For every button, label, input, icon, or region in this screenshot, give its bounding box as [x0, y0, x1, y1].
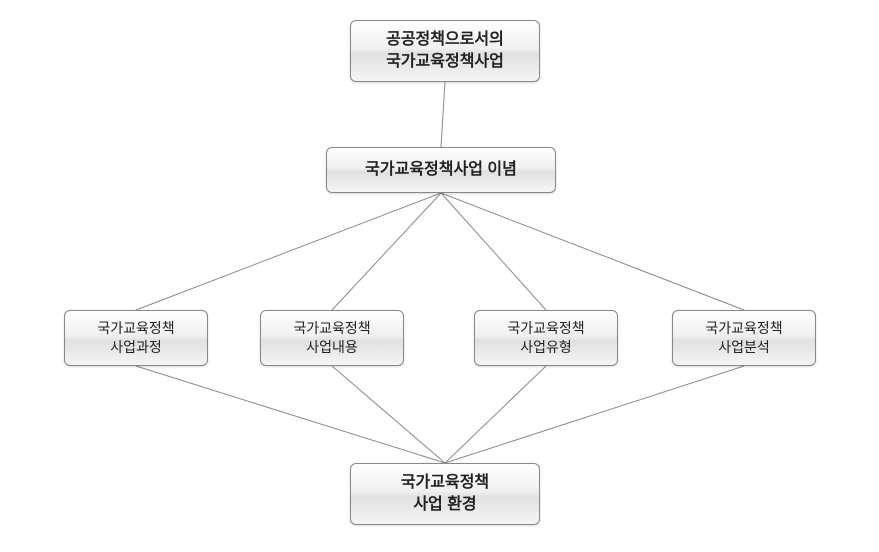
edge-mid-c2 — [332, 193, 441, 310]
hierarchy-diagram: 공공정책으로서의 국가교육정책사업국가교육정책사업 이념국가교육정책 사업과정국… — [0, 0, 879, 552]
node-bottom: 국가교육정책 사업 환경 — [350, 463, 540, 525]
node-mid: 국가교육정책사업 이념 — [326, 147, 556, 193]
node-c1: 국가교육정책 사업과정 — [64, 310, 208, 366]
edge-c3-bottom — [445, 366, 546, 463]
node-label: 공공정책으로서의 국가교육정책사업 — [378, 25, 512, 76]
edge-c1-bottom — [136, 366, 445, 463]
node-c2: 국가교육정책 사업내용 — [260, 310, 404, 366]
edge-c4-bottom — [445, 366, 744, 463]
node-c4: 국가교육정책 사업분석 — [672, 310, 816, 366]
edge-mid-c3 — [441, 193, 546, 310]
node-label: 국가교육정책 사업 환경 — [393, 468, 497, 519]
node-label: 국가교육정책 사업내용 — [285, 315, 378, 361]
edge-top-mid — [441, 82, 445, 147]
node-label: 국가교육정책 사업분석 — [697, 315, 790, 361]
node-c3: 국가교육정책 사업유형 — [474, 310, 618, 366]
edge-c2-bottom — [332, 366, 445, 463]
node-label: 국가교육정책 사업과정 — [89, 315, 182, 361]
edge-mid-c4 — [441, 193, 744, 310]
edge-mid-c1 — [136, 193, 441, 310]
node-label: 국가교육정책 사업유형 — [499, 315, 592, 361]
node-label: 국가교육정책사업 이념 — [357, 155, 525, 185]
node-top: 공공정책으로서의 국가교육정책사업 — [350, 20, 540, 82]
